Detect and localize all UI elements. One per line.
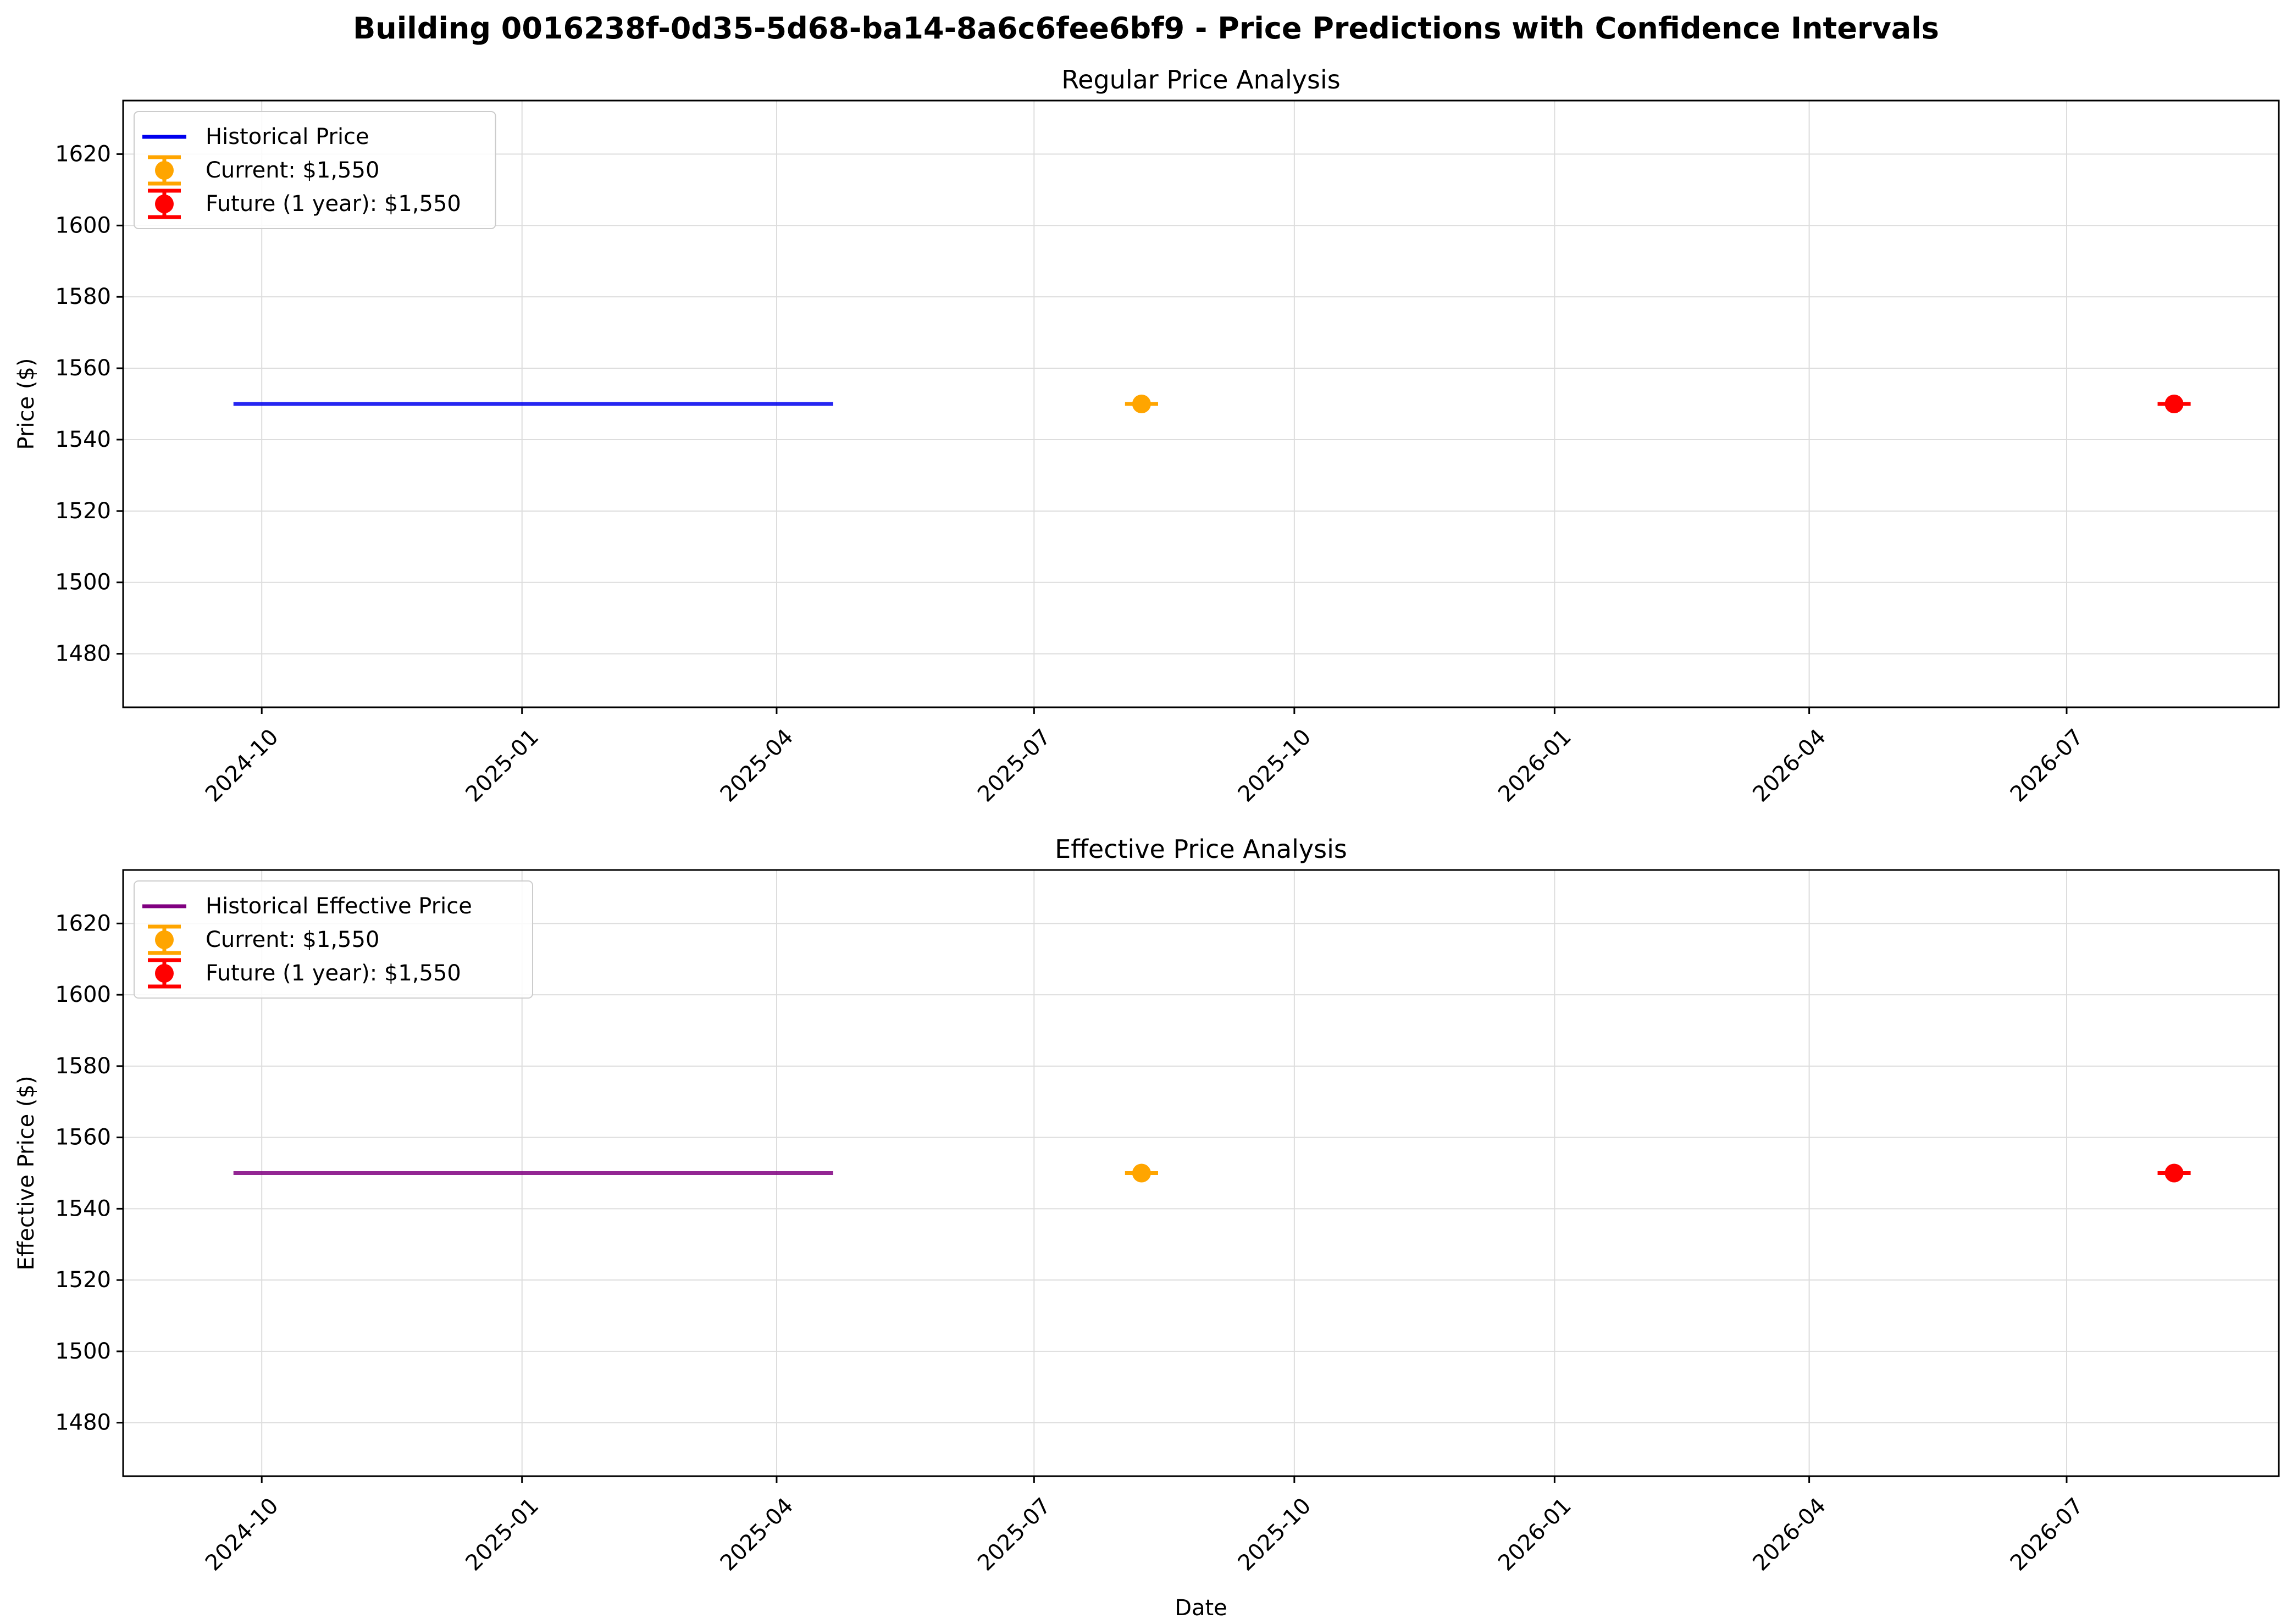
y-tick-label: 1560 <box>55 1125 111 1150</box>
y-axis-label: Effective Price ($) <box>14 1076 39 1270</box>
legend: Historical Effective Price Current: $1,55… <box>134 880 533 999</box>
y-tick-label: 1600 <box>55 982 111 1007</box>
y-tick-label: 1620 <box>55 911 111 936</box>
y-tick-label: 1500 <box>55 570 111 595</box>
legend-marker-swatch <box>155 964 174 983</box>
legend-box <box>134 111 496 229</box>
legend-entry-label: Future (1 year): $1,550 <box>206 191 461 217</box>
data-point-marker <box>1132 1163 1151 1183</box>
legend-box <box>134 880 533 999</box>
legend-marker-swatch <box>155 161 174 180</box>
y-tick-label: 1560 <box>55 356 111 381</box>
figure-title: Building 0016238f-0d35-5d68-ba14-8a6c6fe… <box>353 11 1939 46</box>
legend-marker-swatch <box>155 195 174 213</box>
y-tick-label: 1600 <box>55 213 111 238</box>
y-tick-label: 1480 <box>55 1410 111 1435</box>
y-tick-label: 1500 <box>55 1339 111 1364</box>
y-tick-label: 1480 <box>55 641 111 667</box>
y-tick-label: 1620 <box>55 141 111 167</box>
data-point-marker <box>2164 1163 2184 1183</box>
legend-entry-label: Historical Price <box>206 124 369 149</box>
y-tick-label: 1520 <box>55 1267 111 1293</box>
plot-title: Effective Price Analysis <box>1055 834 1347 864</box>
plot-title: Regular Price Analysis <box>1061 65 1340 95</box>
plot-frame <box>122 869 2280 1477</box>
legend-entry-label: Future (1 year): $1,550 <box>206 961 461 986</box>
y-tick-label: 1520 <box>55 498 111 524</box>
y-axis-label: Price ($) <box>14 358 39 450</box>
legend-entry-label: Current: $1,550 <box>206 927 379 952</box>
plot-frame <box>122 99 2280 708</box>
legend-marker-swatch <box>155 930 174 949</box>
y-tick-label: 1540 <box>55 427 111 452</box>
y-tick-label: 1580 <box>55 284 111 309</box>
legend-entry-label: Current: $1,550 <box>206 158 379 183</box>
legend-entry-label: Historical Effective Price <box>206 894 472 919</box>
legend: Historical Price Current: $1,550 Future (1… <box>134 111 496 229</box>
data-point-marker <box>1132 395 1151 413</box>
y-tick-label: 1540 <box>55 1196 111 1221</box>
y-tick-label: 1580 <box>55 1054 111 1079</box>
data-point-marker <box>2164 395 2184 413</box>
x-axis-label: Date <box>1175 1595 1227 1621</box>
